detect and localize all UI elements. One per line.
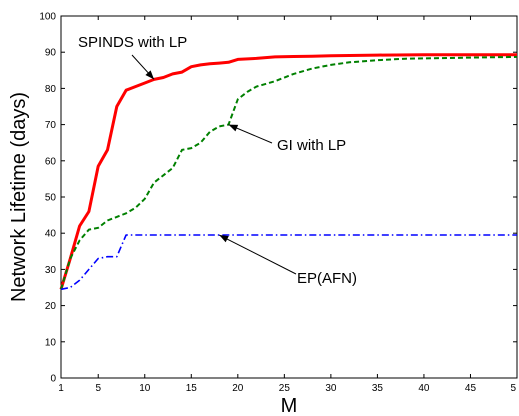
x-tick-label: 25 xyxy=(279,383,291,394)
x-tick-label: 5 xyxy=(95,383,101,394)
x-tick-label: 1 xyxy=(58,383,64,394)
x-tick-label: 35 xyxy=(372,383,384,394)
series-line-1 xyxy=(59,53,517,290)
annotation-arrowhead xyxy=(219,235,229,243)
y-tick-label: 50 xyxy=(45,193,57,204)
y-tick-label: 40 xyxy=(45,229,57,240)
series-line-3 xyxy=(60,234,517,291)
x-tick-label: 20 xyxy=(232,383,244,394)
x-axis-title: M xyxy=(281,395,298,416)
y-tick-label: 10 xyxy=(45,337,57,348)
annotation-label: SPINDS with LP xyxy=(78,34,187,51)
series-line-2 xyxy=(60,55,518,290)
x-tick-label: 15 xyxy=(186,383,198,394)
y-tick-label: 100 xyxy=(39,12,56,23)
y-tick-label: 30 xyxy=(45,265,57,276)
y-axis-title: Network Lifetime (days) xyxy=(8,92,30,302)
x-tick-label: 30 xyxy=(325,383,337,394)
y-tick-label: 80 xyxy=(45,84,57,95)
annotation-label: GI with LP xyxy=(277,137,346,154)
annotation-layer: SPINDS with LP GI with LP EP(AFN) xyxy=(78,34,357,287)
y-tick-label: 60 xyxy=(45,156,57,167)
x-tick-label: 5 xyxy=(510,383,516,394)
x-tick-label: 40 xyxy=(418,383,430,394)
annotation-arrowhead xyxy=(145,70,155,80)
y-tick-label: 90 xyxy=(45,48,57,59)
x-tick-label: 45 xyxy=(465,383,477,394)
annotation-arrowhead xyxy=(228,124,239,132)
plot-area xyxy=(60,15,518,379)
series-layer xyxy=(59,53,518,291)
annotation-arrow-line xyxy=(218,234,297,275)
y-tick-label: 70 xyxy=(45,120,57,131)
y-tick-label: 20 xyxy=(45,301,57,312)
y-tick-label: 0 xyxy=(50,374,56,385)
annotation-label: EP(AFN) xyxy=(297,270,357,287)
x-tick-label: 10 xyxy=(139,383,151,394)
